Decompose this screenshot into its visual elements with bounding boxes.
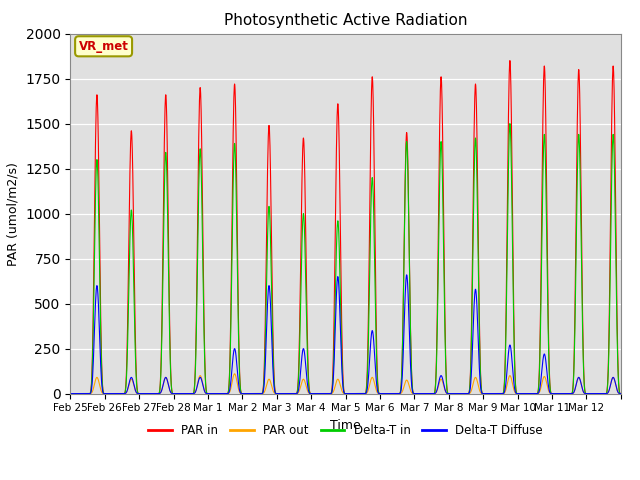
Title: Photosynthetic Active Radiation: Photosynthetic Active Radiation — [224, 13, 467, 28]
Text: VR_met: VR_met — [79, 40, 129, 53]
Y-axis label: PAR (umol/m2/s): PAR (umol/m2/s) — [7, 162, 20, 265]
X-axis label: Time: Time — [330, 419, 361, 432]
Legend: PAR in, PAR out, Delta-T in, Delta-T Diffuse: PAR in, PAR out, Delta-T in, Delta-T Dif… — [143, 419, 548, 442]
